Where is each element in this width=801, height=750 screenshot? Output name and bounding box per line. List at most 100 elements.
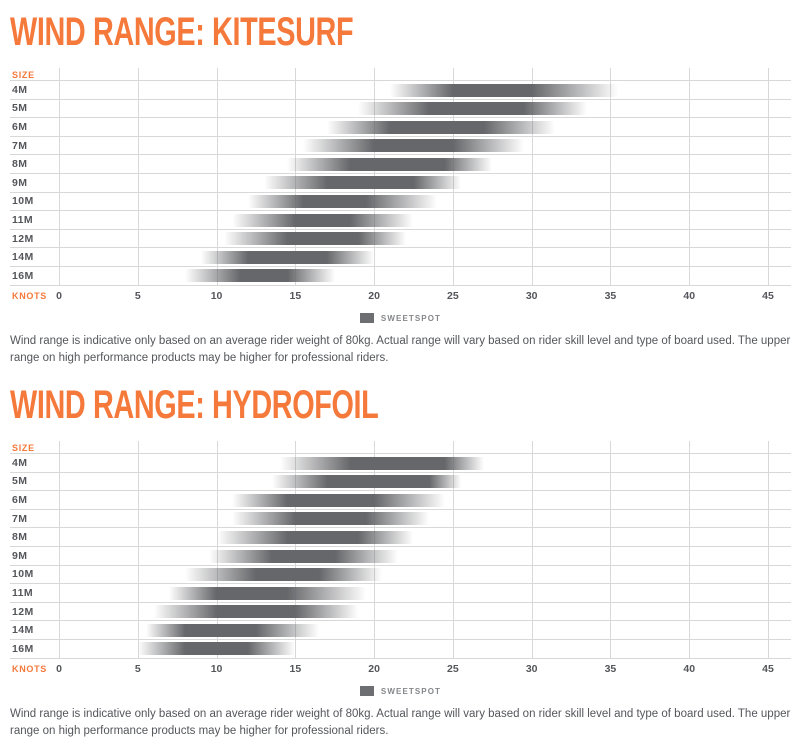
row-plot xyxy=(59,566,768,584)
wind-range-bar xyxy=(185,269,335,283)
wind-range-bar xyxy=(216,530,414,544)
sweetspot-legend-swatch xyxy=(359,313,374,324)
axis-tick: 45 xyxy=(762,662,774,675)
kitesurf-chart-title: WIND RANGE: KITESURF xyxy=(10,10,354,54)
row-plot xyxy=(59,81,768,99)
axis-tick: 30 xyxy=(525,289,538,302)
chart-row: 14M xyxy=(10,247,791,266)
gridline-vertical xyxy=(689,68,691,286)
wind-range-bar xyxy=(263,176,461,190)
axis-tick: 15 xyxy=(289,289,302,302)
row-plot xyxy=(59,491,768,509)
row-plot xyxy=(59,100,768,118)
wind-range-bar xyxy=(389,83,619,97)
row-plot xyxy=(59,174,768,192)
row-plot xyxy=(59,473,768,491)
axis-tick: 0 xyxy=(56,289,62,302)
row-plot xyxy=(59,193,768,211)
size-label: 12M xyxy=(12,605,34,618)
axis-ticks: 0 5 10 15 20 25 30 35 40 45 xyxy=(56,289,774,303)
chart-row: 9M xyxy=(10,172,791,192)
size-label: 8M xyxy=(12,531,28,544)
chart-rows: 4M 5M 6M 7M 8M 9M 10M 11M 12M 14M 16M xyxy=(10,453,791,659)
wind-range-bar xyxy=(169,586,367,600)
size-label: 6M xyxy=(12,494,28,507)
x-axis: KNOTS 0 5 10 15 20 25 30 35 40 45 xyxy=(10,659,791,677)
chart-row: 12M xyxy=(10,601,791,621)
wind-range-bar xyxy=(224,232,406,246)
size-label: 8M xyxy=(12,158,28,171)
row-plot xyxy=(59,547,768,565)
gridline-vertical xyxy=(768,68,769,286)
axis-tick: 35 xyxy=(604,662,617,675)
size-label: 12M xyxy=(12,232,34,245)
chart-header: SIZE xyxy=(10,65,791,80)
row-plot xyxy=(59,584,768,602)
wind-range-bar xyxy=(200,250,375,264)
row-plot xyxy=(59,621,768,639)
disclaimer-text: Wind range is indicative only based on a… xyxy=(10,707,791,737)
size-label: 5M xyxy=(12,102,28,115)
row-plot xyxy=(59,640,768,658)
sweetspot-legend-swatch xyxy=(359,686,374,697)
wind-range-bar xyxy=(185,568,382,582)
gridline-vertical xyxy=(452,441,454,659)
chart-row: 5M xyxy=(10,471,791,491)
chart-row: 8M xyxy=(10,527,791,546)
sweetspot-legend-label: SWEETSPOT xyxy=(380,313,442,323)
disclaimer-text: Wind range is indicative only based on a… xyxy=(10,334,791,364)
chart-grid: SIZE 4M 5M 6M 7M 8M 9M 10M 11M 12M 14M 16M xyxy=(10,65,791,286)
wind-range-bar xyxy=(153,605,359,619)
size-label: 16M xyxy=(12,642,34,655)
wind-range-bar xyxy=(145,623,319,637)
gridline-vertical xyxy=(216,68,218,286)
size-label: 7M xyxy=(12,139,28,152)
wind-range-bar xyxy=(358,102,587,116)
size-label: 10M xyxy=(12,568,34,581)
row-plot xyxy=(59,510,768,528)
axis-tick: 5 xyxy=(134,289,141,302)
chart-header: SIZE xyxy=(10,438,791,453)
axis-tick: 10 xyxy=(210,289,223,302)
axis-tick: 25 xyxy=(447,662,459,675)
chart-row: 12M xyxy=(10,228,791,248)
legend: SWEETSPOT xyxy=(10,686,791,697)
size-label: 7M xyxy=(12,512,28,525)
y-axis-label: SIZE xyxy=(12,443,35,454)
chart-row: 5M xyxy=(10,98,791,118)
size-label: 9M xyxy=(12,549,28,562)
x-axis-label: KNOTS xyxy=(12,290,47,301)
hydrofoil-chart-section: WIND RANGE: HYDROFOIL SIZE 4M 5M 6M 7M 8M 9M 1… xyxy=(10,385,791,740)
axis-tick: 35 xyxy=(604,289,617,302)
gridline-vertical xyxy=(689,441,691,659)
chart-row: 6M xyxy=(10,490,791,509)
wind-range-bar xyxy=(287,157,493,171)
chart-row: 4M xyxy=(10,453,791,472)
chart-row: 16M xyxy=(10,638,791,658)
wind-range-bar xyxy=(248,195,438,209)
chart-row: 9M xyxy=(10,546,791,565)
gridline-vertical xyxy=(137,68,139,286)
axis-tick: 20 xyxy=(368,662,380,675)
gridline-vertical xyxy=(610,68,612,286)
chart-row: 16M xyxy=(10,265,791,285)
gridline-vertical xyxy=(59,441,60,659)
size-label: 16M xyxy=(12,269,34,282)
axis-tick: 10 xyxy=(210,662,223,675)
gridline-vertical xyxy=(610,441,612,659)
wind-range-bar xyxy=(232,493,445,507)
chart-row: 10M xyxy=(10,564,791,584)
gridline-vertical xyxy=(768,441,769,659)
size-label: 14M xyxy=(12,251,34,264)
chart-row: 14M xyxy=(10,620,791,639)
kitesurf-chart-section: WIND RANGE: KITESURF SIZE 4M 5M 6M 7M 8M 9M 10… xyxy=(10,12,791,367)
chart-row: 6M xyxy=(10,117,791,136)
wind-range-bar xyxy=(271,475,461,489)
row-plot xyxy=(59,267,768,285)
wind-range-bar xyxy=(137,642,296,656)
gridline-vertical xyxy=(531,68,533,286)
size-label: 9M xyxy=(12,176,28,189)
size-label: 11M xyxy=(12,586,34,599)
axis-tick: 40 xyxy=(683,289,696,302)
sweetspot-legend-label: SWEETSPOT xyxy=(380,686,442,696)
